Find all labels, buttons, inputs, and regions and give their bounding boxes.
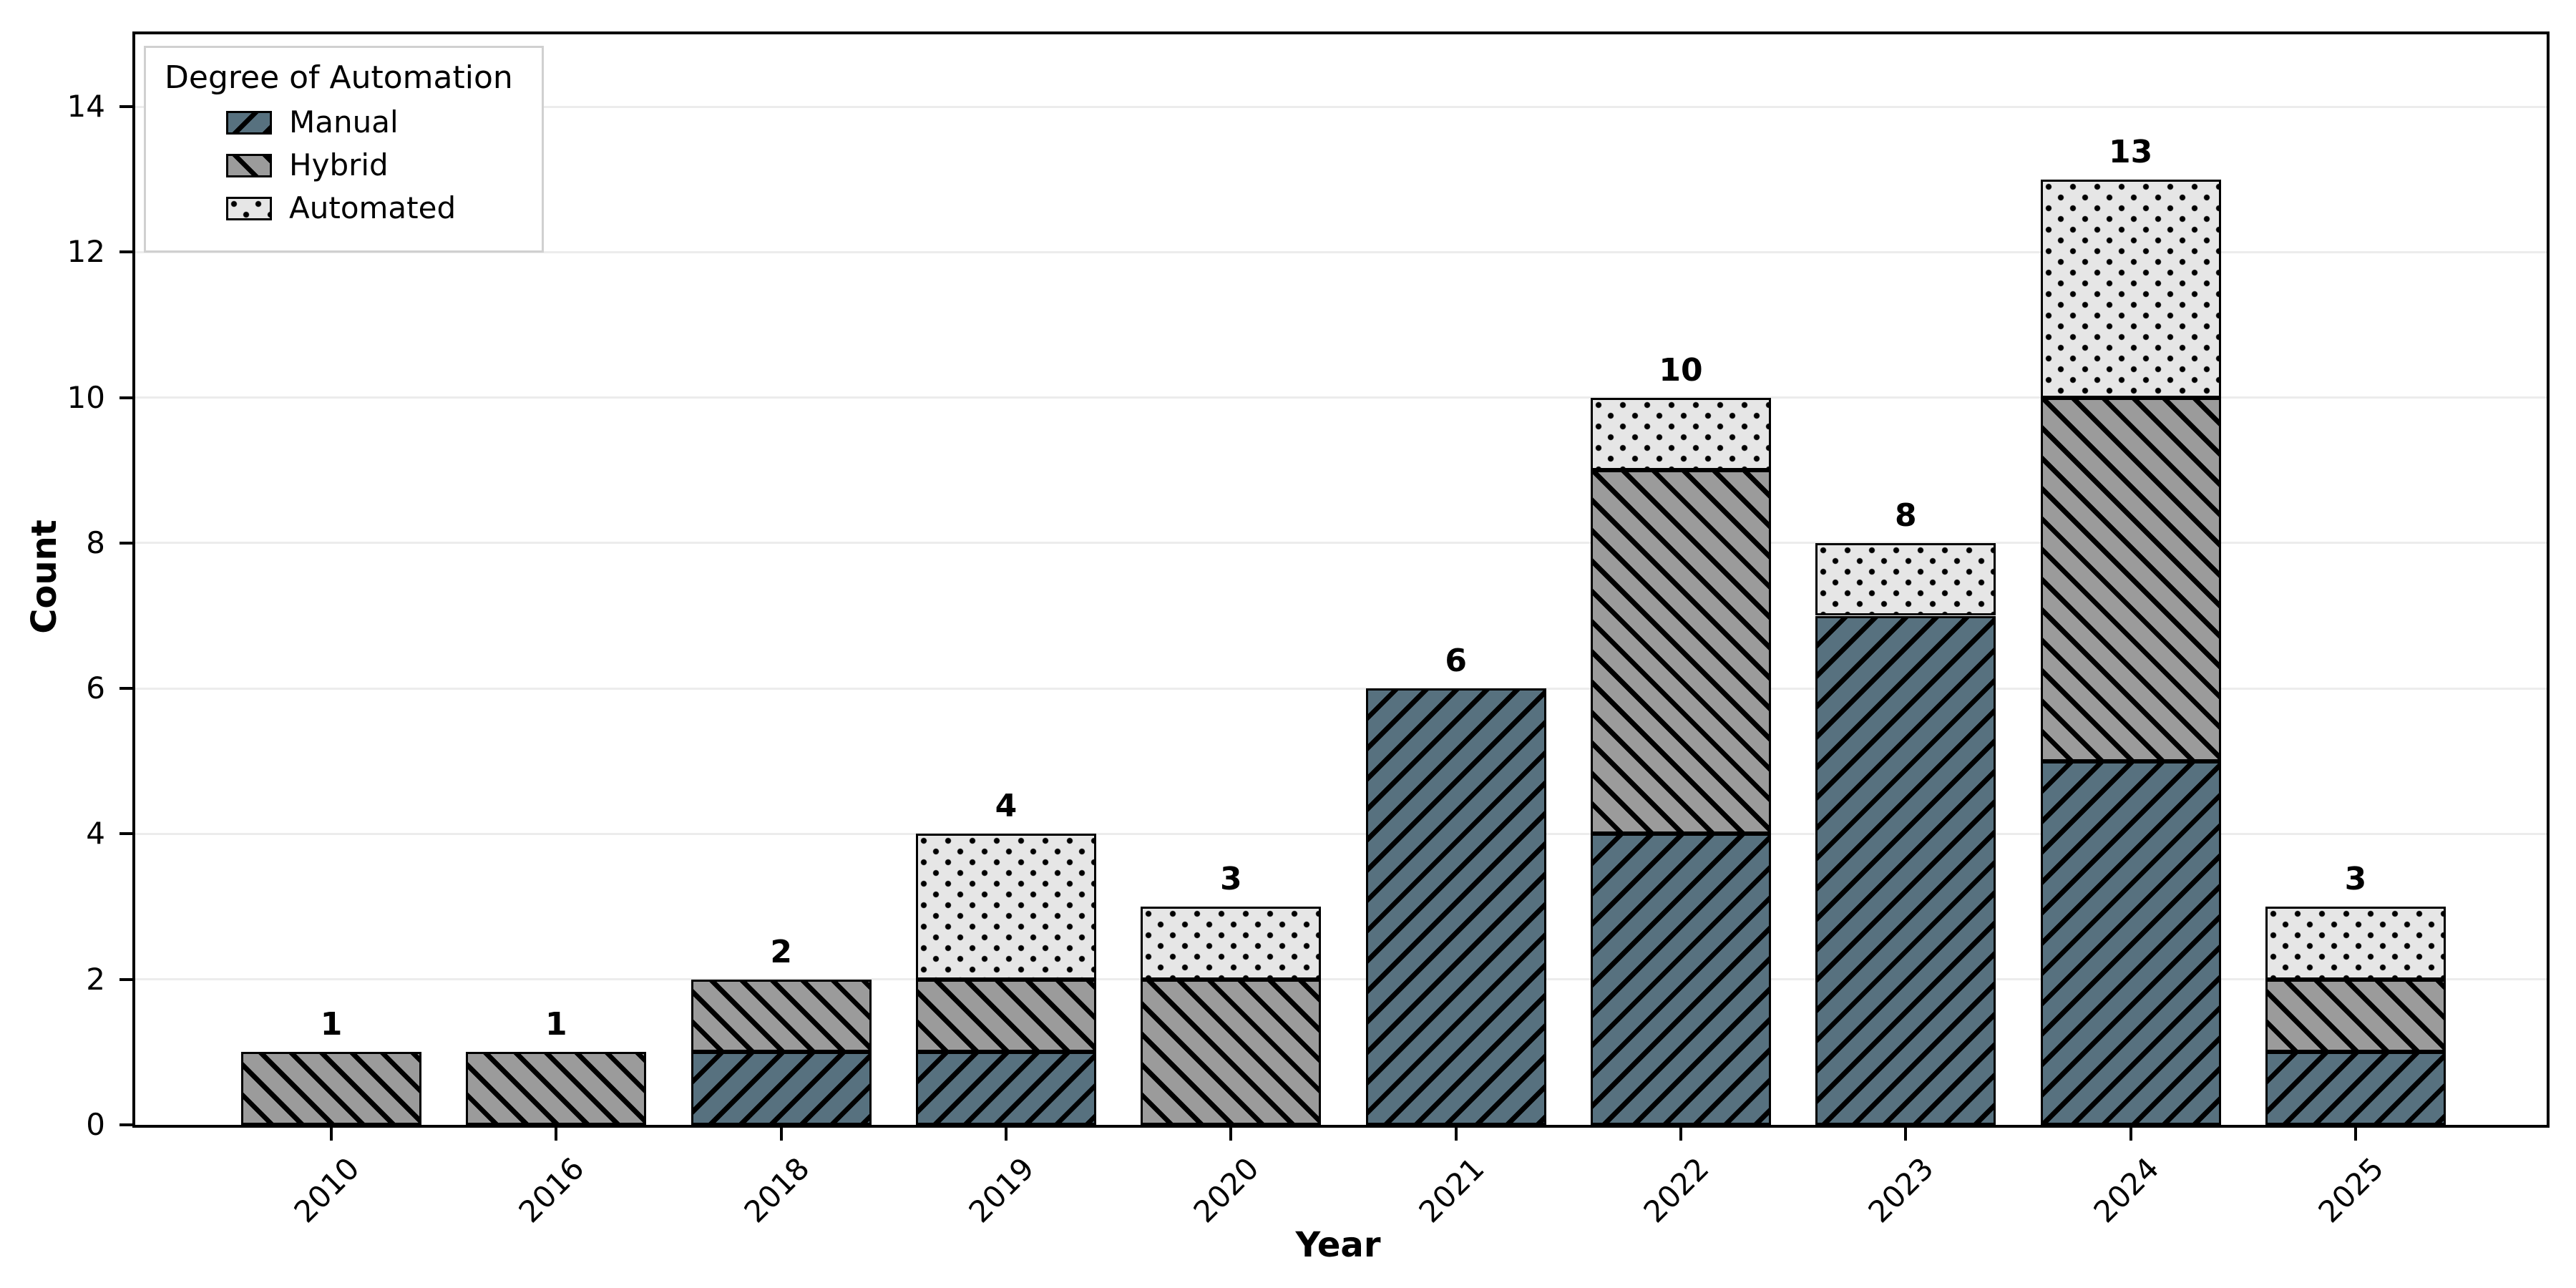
y-tick-mark-14: [119, 105, 132, 108]
legend-label-manual: Manual: [289, 104, 399, 140]
x-tick-mark-2021: [1454, 1128, 1458, 1141]
legend-item-automated: Automated: [226, 192, 513, 225]
x-tick-label-2021: 2021: [1412, 1151, 1491, 1230]
x-axis-title: Year: [1295, 1225, 1381, 1265]
bar-total-label-2010: 1: [320, 1006, 343, 1043]
x-tick-label-2023: 2023: [1861, 1151, 1941, 1230]
y-tick-label-10: 10: [67, 379, 105, 415]
bar-segment-automated-2020: [1141, 907, 1322, 980]
bar-segment-manual-2023: [1815, 615, 1996, 1125]
bar-segment-hybrid-2019: [915, 979, 1096, 1053]
bar-total-label-2025: 3: [2344, 861, 2367, 898]
x-tick-label-2019: 2019: [962, 1151, 1041, 1230]
hybrid-back-slash-hatch-swatch-icon: [226, 153, 272, 177]
x-tick-mark-2020: [1229, 1128, 1233, 1141]
x-tick-mark-2018: [779, 1128, 783, 1141]
bar-segment-hybrid-2010: [241, 1052, 421, 1125]
legend-label-hybrid: Hybrid: [289, 147, 389, 182]
automated-dots-swatch-icon: [226, 196, 272, 220]
bar-segment-manual-2021: [1365, 688, 1546, 1125]
y-tick-label-12: 12: [67, 234, 105, 270]
bar-segment-manual-2018: [691, 1052, 872, 1125]
y-tick-mark-10: [119, 396, 132, 399]
bar-segment-hybrid-2024: [2040, 397, 2221, 761]
y-tick-label-14: 14: [67, 89, 105, 124]
bar-segment-automated-2025: [2265, 907, 2446, 980]
x-tick-mark-2019: [1004, 1128, 1008, 1141]
legend: Degree of Automation Manual Hybrid Autom…: [144, 46, 544, 253]
x-tick-label-2022: 2022: [1636, 1151, 1716, 1230]
legend-item-hybrid: Hybrid: [226, 149, 513, 182]
bar-segment-hybrid-2025: [2265, 979, 2446, 1053]
x-tick-label-2010: 2010: [287, 1151, 366, 1230]
x-tick-label-2020: 2020: [1186, 1151, 1266, 1230]
y-gridline-12: [135, 250, 2547, 253]
plot-area: Degree of Automation Manual Hybrid Autom…: [132, 31, 2550, 1128]
x-tick-mark-2024: [2129, 1128, 2132, 1141]
bar-segment-automated-2024: [2040, 179, 2221, 398]
y-tick-label-8: 8: [86, 525, 105, 560]
bar-total-label-2021: 6: [1445, 643, 1467, 680]
y-tick-mark-8: [119, 541, 132, 545]
y-tick-label-0: 0: [86, 1107, 105, 1142]
y-tick-label-2: 2: [86, 961, 105, 997]
bar-segment-hybrid-2016: [466, 1052, 647, 1125]
x-tick-mark-2022: [1679, 1128, 1682, 1141]
bar-total-label-2019: 4: [995, 788, 1018, 825]
bar-total-label-2022: 10: [1659, 351, 1703, 389]
x-tick-label-2025: 2025: [2311, 1151, 2391, 1230]
bar-segment-hybrid-2018: [691, 979, 872, 1053]
y-gridline-14: [135, 105, 2547, 108]
x-tick-label-2016: 2016: [512, 1151, 591, 1230]
legend-item-manual: Manual: [226, 106, 513, 139]
y-gridline-2: [135, 978, 2547, 981]
bar-segment-automated-2019: [915, 834, 1096, 980]
y-gridline-6: [135, 687, 2547, 690]
bar-segment-hybrid-2020: [1141, 979, 1322, 1125]
bar-segment-manual-2024: [2040, 761, 2221, 1125]
bar-segment-automated-2023: [1815, 542, 1996, 616]
bar-segment-automated-2022: [1590, 397, 1771, 471]
y-tick-mark-2: [119, 977, 132, 981]
manual-forward-slash-hatch-swatch-icon: [226, 110, 272, 135]
y-tick-mark-12: [119, 250, 132, 254]
x-tick-mark-2023: [1904, 1128, 1908, 1141]
y-tick-mark-0: [119, 1123, 132, 1126]
bar-total-label-2020: 3: [1220, 861, 1242, 898]
bar-total-label-2016: 1: [545, 1006, 567, 1043]
y-tick-label-4: 4: [86, 816, 105, 852]
bar-total-label-2018: 2: [770, 933, 792, 970]
x-tick-label-2018: 2018: [737, 1151, 816, 1230]
bar-segment-manual-2019: [915, 1052, 1096, 1125]
x-tick-label-2024: 2024: [2087, 1151, 2166, 1230]
x-tick-mark-2010: [330, 1128, 333, 1141]
y-gridline-4: [135, 832, 2547, 835]
y-gridline-8: [135, 542, 2547, 545]
y-tick-mark-6: [119, 687, 132, 691]
bar-segment-manual-2025: [2265, 1052, 2446, 1125]
x-tick-mark-2016: [555, 1128, 558, 1141]
bar-total-label-2023: 8: [1894, 497, 1917, 534]
y-gridline-10: [135, 396, 2547, 399]
y-tick-label-6: 6: [86, 670, 105, 706]
y-tick-mark-4: [119, 832, 132, 836]
x-tick-mark-2025: [2353, 1128, 2357, 1141]
legend-title: Degree of Automation: [165, 59, 513, 96]
bar-total-label-2024: 13: [2109, 133, 2153, 170]
bar-segment-hybrid-2022: [1590, 470, 1771, 834]
legend-label-automated: Automated: [289, 190, 457, 225]
bar-segment-manual-2022: [1590, 834, 1771, 1125]
